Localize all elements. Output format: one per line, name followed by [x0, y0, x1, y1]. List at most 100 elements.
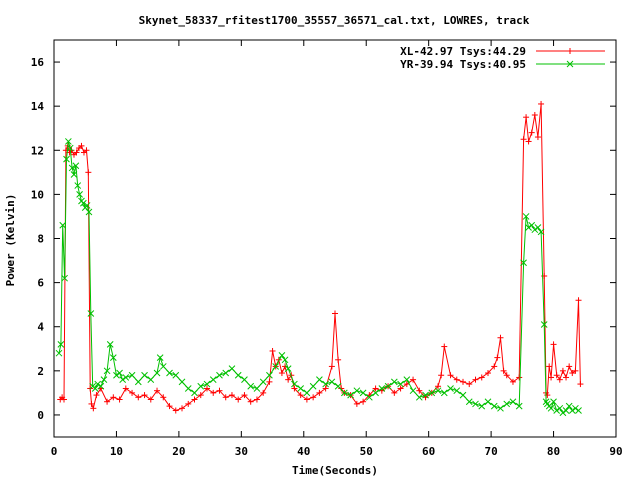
series-2-point: [378, 385, 386, 392]
x-tick-label: 80: [547, 445, 560, 458]
series-2-point: [83, 202, 91, 209]
series-1-point: [104, 398, 111, 405]
series-2-point: [57, 341, 65, 348]
series-1-point: [438, 372, 445, 379]
series-2-point: [100, 376, 108, 384]
series-2-point: [72, 162, 80, 170]
series-1-point: [322, 385, 329, 392]
legend-swatch-marker: [567, 48, 573, 54]
series-1-point: [253, 396, 260, 403]
series-2-point: [284, 365, 292, 372]
y-tick-label: 6: [37, 277, 44, 290]
series-1-point: [88, 400, 95, 407]
series-2-point: [147, 376, 155, 384]
series-1-point: [575, 297, 582, 304]
series-2-point: [537, 228, 545, 236]
x-tick-label: 10: [110, 445, 123, 458]
series-2-point: [216, 371, 223, 379]
series-2-point: [113, 371, 120, 379]
series-2-point: [272, 363, 280, 370]
series-1-point: [416, 387, 423, 394]
series-2-point: [347, 391, 354, 399]
series-2-point: [297, 385, 305, 392]
series-2-point: [85, 208, 93, 216]
series-2-point: [453, 387, 461, 395]
y-tick-label: 0: [37, 409, 44, 422]
series-2-point: [55, 349, 63, 357]
series-1-point: [525, 138, 532, 145]
series-1-point: [154, 387, 161, 394]
series-2-point: [203, 380, 211, 388]
series-1-point: [316, 389, 323, 396]
series-1-point: [160, 394, 167, 401]
series-2-point: [63, 155, 70, 163]
series-1-point: [228, 392, 235, 399]
x-tick-label: 40: [297, 445, 310, 458]
series-1-point: [338, 385, 345, 392]
legend-label: XL-42.97 Tsys:44.29: [400, 45, 526, 58]
y-tick-label: 2: [37, 365, 44, 378]
series-1-point: [509, 378, 516, 385]
series-1-point: [491, 363, 498, 370]
series-1-point: [179, 405, 186, 412]
series-1-point: [310, 394, 317, 401]
y-tick-label: 14: [31, 100, 45, 113]
series-2-point: [141, 371, 148, 379]
series-2-point: [556, 404, 564, 412]
series-1-point: [528, 129, 535, 136]
series-1-point: [372, 385, 379, 392]
series-1-point: [484, 370, 491, 377]
series-2-point: [303, 389, 311, 397]
series-2-point: [172, 371, 180, 379]
x-tick-label: 20: [172, 445, 185, 458]
series-1-point: [78, 142, 85, 149]
series-layer: [55, 100, 584, 417]
series-2-point: [128, 371, 136, 379]
x-tick-label: 90: [609, 445, 622, 458]
series-2-point: [572, 404, 579, 412]
series-2-point: [122, 374, 130, 381]
plot-frame: [53, 39, 617, 438]
series-2-point: [61, 274, 68, 282]
series-1-point: [135, 394, 142, 401]
series-2-point: [472, 400, 479, 408]
series-1-point: [531, 111, 538, 118]
series-2-point: [409, 387, 417, 395]
series-2-point: [291, 380, 298, 388]
series-1-point: [222, 394, 229, 401]
x-tick-label: 0: [51, 445, 58, 458]
series-1-point: [122, 385, 129, 392]
series-2-point: [328, 378, 336, 386]
series-2-point: [525, 224, 532, 231]
series-2-point: [553, 407, 561, 414]
series-1-point: [241, 392, 248, 399]
series-1-point: [291, 385, 298, 392]
series-2-point: [109, 354, 117, 361]
series-1-point: [141, 392, 148, 399]
series-2-point: [184, 385, 192, 392]
series-2-point: [490, 402, 498, 410]
series-1-point: [191, 396, 198, 403]
series-2-point: [465, 398, 473, 406]
series-2-point: [540, 321, 548, 328]
series-1-point: [303, 396, 310, 403]
series-2-point: [531, 226, 539, 234]
series-2-point: [403, 376, 411, 384]
series-1-point: [572, 367, 579, 374]
series-2-point: [559, 409, 567, 417]
x-axis-label: Time(Seconds): [292, 464, 378, 477]
series-1-point: [410, 376, 417, 383]
series-2-point: [209, 376, 217, 384]
series-2-point: [372, 389, 379, 397]
x-axis: 0 10 20 30 40 50 60 70 80 90: [51, 40, 623, 458]
series-1-point: [85, 169, 92, 176]
series-1-point: [60, 396, 67, 403]
series-1-point: [566, 363, 573, 370]
series-1-point: [335, 356, 342, 363]
series-1-point: [172, 407, 179, 414]
series-2-point: [316, 376, 323, 384]
series-2-point: [87, 310, 95, 317]
series-2-point: [94, 380, 102, 388]
series-1-point: [147, 396, 154, 403]
